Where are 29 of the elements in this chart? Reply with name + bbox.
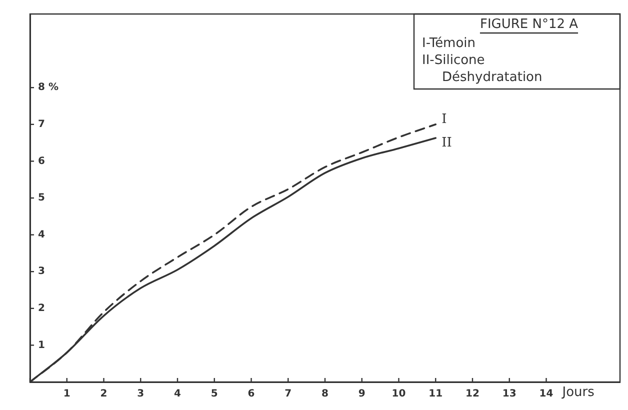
y-tick-label: 6	[38, 156, 45, 167]
annotation: Déshydratation	[442, 70, 542, 85]
series-label: I	[442, 112, 447, 127]
x-tick-label: 5	[210, 388, 218, 400]
x-tick-label: 14	[539, 388, 554, 400]
x-tick-label: 9	[358, 388, 366, 400]
y-tick-label: 8 %	[38, 82, 58, 94]
x-tick-label: 7	[284, 388, 292, 400]
annotation: I-Témoin	[422, 36, 476, 51]
annotation: II-Silicone	[422, 52, 485, 68]
x-tick-label: 10	[392, 388, 406, 400]
x-tick-label: 13	[502, 388, 516, 400]
y-tick-label: 7	[38, 118, 45, 130]
x-tick-label: 8	[322, 388, 329, 400]
x-tick-label: 12	[466, 388, 480, 400]
y-tick-label: 3	[38, 266, 45, 278]
x-tick-label: 4	[174, 388, 182, 400]
chart-title: FIGURE N°12 A	[480, 16, 578, 32]
y-tick-label: 2	[38, 302, 45, 314]
y-tick-label: 1	[38, 340, 45, 351]
x-axis-title: Jours	[561, 384, 595, 400]
x-tick-label: 6	[248, 388, 255, 400]
y-tick-label: 5	[38, 192, 45, 204]
x-tick-label: 1	[63, 388, 70, 400]
x-tick-label: 11	[428, 388, 443, 400]
x-tick-label: 2	[100, 388, 108, 400]
y-tick-label: 4	[38, 229, 45, 240]
series-label: II	[442, 135, 452, 150]
x-tick-label: 3	[137, 388, 144, 400]
